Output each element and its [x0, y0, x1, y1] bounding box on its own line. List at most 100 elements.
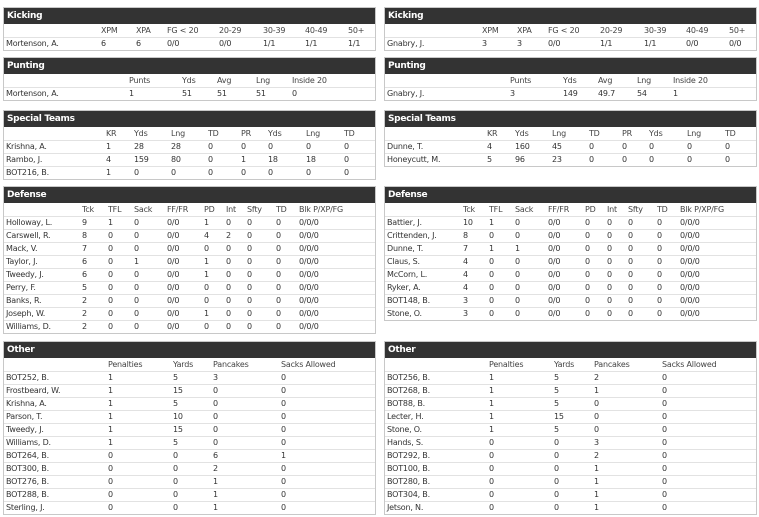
player-name: Dunne, T.	[387, 244, 424, 253]
stat-value: 0	[489, 283, 494, 292]
stat-value: 0	[657, 283, 662, 292]
stat-value: 0	[657, 244, 662, 253]
stat-value: 1/1	[348, 39, 361, 48]
column-header: Sfty	[628, 205, 643, 214]
row-divider	[4, 320, 375, 321]
stat-value: 1	[489, 244, 494, 253]
stat-value: 18	[306, 155, 316, 164]
stat-value: 0	[247, 218, 252, 227]
stat-value: 8	[463, 231, 468, 240]
column-header: Yards	[554, 360, 575, 369]
stat-value: 45	[552, 142, 562, 151]
stat-value: 0	[247, 296, 252, 305]
column-header: Sack	[515, 205, 534, 214]
column-header: FG < 20	[548, 26, 580, 35]
row-divider	[4, 268, 375, 269]
stat-value: 0	[489, 503, 494, 512]
stat-value: 1	[673, 89, 678, 98]
player-name: Honeycutt, M.	[387, 155, 441, 164]
stat-value: 1/1	[263, 39, 276, 48]
stat-value: 1	[594, 503, 599, 512]
player-name: Gnabry, J.	[387, 89, 425, 98]
stat-value: 0	[344, 168, 349, 177]
stats-panel: Special Teams KR Yds Lng TD PR Yds Lng TD Krishna…	[3, 110, 376, 180]
stat-value: 0/0/0	[299, 322, 319, 331]
column-header: Inside 20	[673, 76, 708, 85]
stat-value: 0	[134, 322, 139, 331]
stat-value: 6	[82, 270, 87, 279]
row-divider	[4, 449, 375, 450]
stat-value: 0/0	[548, 283, 561, 292]
stat-value: 1/1	[305, 39, 318, 48]
stats-panel: Kicking XPM XPA FG < 20 20-29 30-39 40-49 50+ Mo…	[3, 7, 376, 51]
stat-value: 0	[276, 309, 281, 318]
player-name: BOT100, B.	[387, 464, 430, 473]
stat-value: 3	[510, 89, 515, 98]
stat-value: 51	[256, 89, 266, 98]
stat-value: 9	[82, 218, 87, 227]
stat-value: 0	[134, 270, 139, 279]
stat-value: 0/0	[167, 322, 180, 331]
stat-value: 0	[226, 322, 231, 331]
stat-value: 0/0	[167, 218, 180, 227]
stat-value: 0	[173, 503, 178, 512]
row-divider	[4, 488, 375, 489]
column-header: TD	[725, 129, 736, 138]
stat-value: 0	[489, 490, 494, 499]
column-header: Lng	[687, 129, 702, 138]
stat-value: 0	[628, 257, 633, 266]
player-name: McCorn, L.	[387, 270, 428, 279]
stat-value: 0	[281, 464, 286, 473]
stat-value: 0	[515, 296, 520, 305]
player-name: Gnabry, J.	[387, 39, 425, 48]
column-header: PD	[585, 205, 596, 214]
stat-value: 0	[292, 89, 297, 98]
stat-value: 0	[622, 155, 627, 164]
stat-value: 0	[281, 399, 286, 408]
stat-value: 0	[628, 296, 633, 305]
column-header: TD	[589, 129, 600, 138]
column-header: Int	[607, 205, 617, 214]
column-header: PD	[204, 205, 215, 214]
stat-value: 1	[594, 490, 599, 499]
row-divider	[385, 216, 756, 217]
row-divider	[385, 281, 756, 282]
stat-value: 0	[213, 399, 218, 408]
stat-value: 5	[173, 438, 178, 447]
stat-value: 0	[173, 477, 178, 486]
stat-value: 0	[247, 283, 252, 292]
stat-value: 1	[213, 477, 218, 486]
column-header: Sacks Allowed	[281, 360, 336, 369]
stat-value: 0	[662, 464, 667, 473]
stat-value: 1/1	[600, 39, 613, 48]
stat-value: 0	[725, 142, 730, 151]
stat-value: 1	[489, 373, 494, 382]
stat-value: 0	[594, 399, 599, 408]
stat-value: 0/0	[167, 283, 180, 292]
row-divider	[4, 436, 375, 437]
stats-panel: Punting Punts Yds Avg Lng Inside 20 Gnabry, J.…	[384, 57, 757, 101]
stat-value: 0	[554, 451, 559, 460]
stat-value: 2	[82, 322, 87, 331]
stat-value: 0	[213, 438, 218, 447]
stat-value: 0	[226, 244, 231, 253]
column-header: XPM	[482, 26, 499, 35]
stats-panel: Kicking XPM XPA FG < 20 20-29 30-39 40-49 50+ Gn…	[384, 7, 757, 51]
player-name: Parson, T.	[6, 412, 43, 421]
stat-value: 4	[487, 142, 492, 151]
stat-value: 0	[662, 451, 667, 460]
stat-value: 0	[585, 257, 590, 266]
stat-value: 0/0	[167, 231, 180, 240]
stat-value: 0/0	[548, 257, 561, 266]
stat-value: 1	[594, 477, 599, 486]
stat-value: 0	[657, 309, 662, 318]
stat-value: 0	[607, 270, 612, 279]
stat-value: 8	[82, 231, 87, 240]
column-header: PR	[241, 129, 251, 138]
stat-value: 0/0	[548, 231, 561, 240]
player-name: BOT300, B.	[6, 464, 49, 473]
stat-value: 0/0/0	[680, 257, 700, 266]
stat-value: 5	[554, 425, 559, 434]
stat-value: 0/0	[548, 309, 561, 318]
stat-value: 0	[281, 386, 286, 395]
